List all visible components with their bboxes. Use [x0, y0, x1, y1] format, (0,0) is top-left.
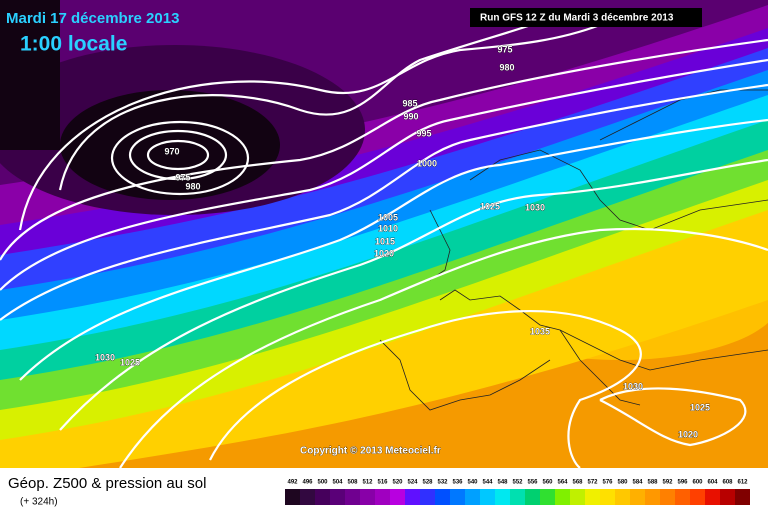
scale-label: 532 — [437, 480, 448, 486]
scale-label: 552 — [512, 480, 523, 486]
scale-swatch — [585, 489, 600, 505]
scale-swatch — [510, 489, 525, 505]
isobar-label: 1000 — [417, 158, 437, 168]
scale-swatch — [390, 489, 405, 505]
scale-label: 564 — [557, 480, 568, 486]
scale-label: 576 — [602, 480, 613, 486]
scale-swatch — [450, 489, 465, 505]
scale-label: 536 — [452, 480, 463, 486]
scale-label: 520 — [392, 480, 403, 486]
run-banner — [470, 8, 702, 27]
scale-label: 508 — [347, 480, 358, 486]
scale-swatch — [345, 489, 360, 505]
isobars — [0, 13, 768, 469]
scale-swatch — [495, 489, 510, 505]
scale-swatch — [315, 489, 330, 505]
isobar-label: 990 — [403, 111, 418, 121]
scale-swatch — [615, 489, 630, 505]
scale-swatch — [420, 489, 435, 505]
isobar-label: 975 — [497, 44, 512, 54]
scale-label: 596 — [677, 480, 688, 486]
scale-swatch — [480, 489, 495, 505]
scale-swatch — [555, 489, 570, 505]
legend-lead: (+ 324h) — [20, 497, 58, 508]
isobar-label: 1005 — [378, 212, 398, 222]
isobar-label: 1030 — [623, 381, 643, 391]
isobar-label: 980 — [499, 62, 514, 72]
isobar-label: 980 — [185, 181, 200, 191]
field-core — [60, 90, 280, 200]
scale-label: 592 — [662, 480, 673, 486]
isobar-label: 1025 — [690, 402, 710, 412]
scale-label: 496 — [302, 480, 313, 486]
scale-swatch — [690, 489, 705, 505]
scale-swatch — [285, 489, 300, 505]
scale-label: 528 — [422, 480, 433, 486]
isobar-label: 995 — [416, 128, 431, 138]
scale-label: 572 — [587, 480, 598, 486]
field-corner — [0, 0, 60, 150]
scale-swatch — [645, 489, 660, 505]
scale-swatch — [525, 489, 540, 505]
isobar-label: 1020 — [678, 429, 698, 439]
scale-label: 548 — [497, 480, 508, 486]
isobar-label: 1020 — [374, 248, 394, 258]
scale-label: 540 — [467, 480, 478, 486]
scale-swatch — [720, 489, 735, 505]
scale-label: 588 — [647, 480, 658, 486]
scale-label: 544 — [482, 480, 493, 486]
isobar-label: 1035 — [530, 326, 550, 336]
scale-label: 556 — [527, 480, 538, 486]
scale-swatch — [600, 489, 615, 505]
scale-label: 516 — [377, 480, 388, 486]
scale-swatch — [675, 489, 690, 505]
isobar-label: 1030 — [95, 352, 115, 362]
isobar-label: 1025 — [120, 357, 140, 367]
scale-label: 500 — [317, 480, 328, 486]
scale-swatch — [660, 489, 675, 505]
scale-swatch — [435, 489, 450, 505]
scale-label: 560 — [542, 480, 553, 486]
isobar-label: 970 — [164, 146, 179, 156]
legend-title: Géop. Z500 & pression au sol — [8, 475, 206, 492]
scale-label: 584 — [632, 480, 643, 486]
isobar-label: 975 — [175, 172, 190, 182]
scale-swatch — [360, 489, 375, 505]
forecast-time: 1:00 locale — [20, 33, 127, 56]
scale-swatch — [570, 489, 585, 505]
copyright: Copyright © 2013 Meteociel.fr — [300, 446, 441, 457]
scale-swatch — [375, 489, 390, 505]
color-scale: 492 496 500 504 508 512 516 520 524 528 532 536 540 5… — [285, 480, 750, 505]
scale-label: 580 — [617, 480, 628, 486]
scale-label: 524 — [407, 480, 418, 486]
geopotential-field — [0, 0, 768, 480]
scale-label: 604 — [707, 480, 718, 486]
forecast-date: Mardi 17 décembre 2013 — [6, 10, 179, 27]
isobar-label: 1015 — [375, 236, 395, 246]
scale-swatch — [405, 489, 420, 505]
scale-label: 608 — [722, 480, 733, 486]
scale-label: 612 — [737, 480, 748, 486]
scale-label: 512 — [362, 480, 373, 486]
scale-swatch — [300, 489, 315, 505]
scale-swatch — [705, 489, 720, 505]
scale-label: 504 — [332, 480, 343, 486]
scale-label: 568 — [572, 480, 583, 486]
run-info: Run GFS 12 Z du Mardi 3 décembre 2013 — [480, 13, 674, 24]
scale-swatch — [330, 489, 345, 505]
isobar-label: 1010 — [378, 223, 398, 233]
isobar-labels: 9709759809759809859909951000100510101015… — [95, 44, 711, 440]
scale-swatch — [540, 489, 555, 505]
scale-swatch — [735, 489, 750, 505]
scale-swatch — [465, 489, 480, 505]
scale-label: 492 — [287, 480, 298, 486]
isobar-label: 1025 — [480, 201, 500, 211]
scale-label: 600 — [692, 480, 703, 486]
scale-swatch — [630, 489, 645, 505]
isobar-label: 985 — [402, 98, 417, 108]
isobar-label: 1030 — [525, 202, 545, 212]
